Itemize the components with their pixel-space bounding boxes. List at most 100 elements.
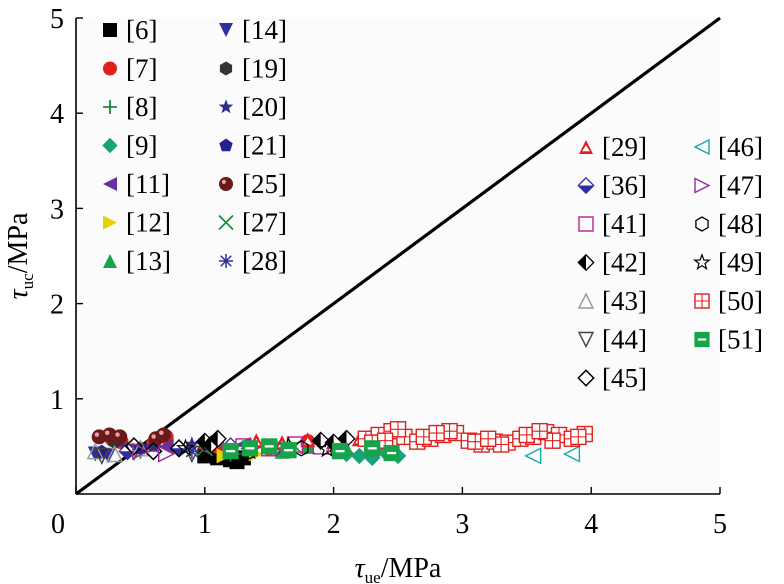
legend-label: [48] [718,209,763,239]
legend-marker [579,140,593,154]
legend-marker [103,215,117,230]
data-point [531,422,548,440]
series-46 [524,445,581,465]
y-tick-label: 5 [50,4,64,35]
legend-entry: [12] [103,208,171,238]
data-point [131,439,150,457]
legend-marker [103,254,117,268]
data-point [383,444,400,462]
legend-label: [9] [126,131,157,161]
legend-entry: [47] [694,171,763,201]
legend-marker [219,138,233,152]
legend-entry: [48] [695,209,763,239]
legend-label: [46] [718,132,763,162]
legend-entry: [7] [103,54,157,84]
x-tick-label: 5 [713,509,727,540]
x-tick-label: 3 [455,509,469,540]
x-tick-label: 0 [51,509,65,540]
y-axis-unit: /MPa [3,212,34,273]
legend-label: [50] [718,286,763,316]
legend-entry: [50] [694,286,763,316]
data-points [86,421,593,470]
data-point [105,444,124,463]
data-point [169,439,189,458]
y-tick-label: 1 [50,385,64,416]
legend-entry: [28] [219,246,287,276]
y-axis-subscript: uc [18,273,37,290]
x-axis-unit: /MPa [381,553,442,584]
legend-marker [103,177,117,191]
series-50 [357,421,593,453]
legend-entry: [36] [577,171,647,201]
x-axis-symbol: τ [355,553,366,584]
legend-entry: [27] [218,208,287,238]
legend-label: [11] [126,169,170,199]
legend-label: [7] [126,54,157,84]
reference-line [75,16,721,496]
y-tick-label: 3 [50,194,64,225]
data-point [364,440,381,457]
legend-marker [103,100,117,114]
legend-entry: [45] [577,363,647,393]
series-42 [195,429,356,454]
legend-entry: [8] [103,92,157,122]
legend-label: [8] [126,92,157,122]
legend-entry: [25] [219,169,287,199]
legend-label: [36] [602,171,647,201]
x-tick-label: 2 [327,509,341,540]
legend-entry: [21] [219,131,287,161]
legend-entry: [41] [578,209,647,239]
legend-label: [25] [242,169,287,199]
data-point [175,438,196,457]
x-axis-title: τue/MPa [355,553,442,584]
legend-label: [45] [602,363,647,393]
legend-marker [219,61,233,76]
data-point [132,442,150,460]
legend-entry: [19] [219,54,287,84]
legend-entry: [49] [693,248,763,278]
legend-label: [29] [602,132,647,162]
reference-line-group [75,16,721,496]
legend: [6] [7] [8] [9] [11] [12] [13] [14] [19] [20] [21]… [102,15,763,393]
legend-marker [219,23,233,37]
legend-label: [13] [126,246,171,276]
data-point [261,438,278,455]
series-51 [222,438,400,462]
legend-label: [44] [602,325,647,355]
data-point [280,442,297,459]
legend-entry: [42] [577,248,647,278]
legend-marker [577,176,595,195]
data-point [351,447,368,465]
data-point [222,443,239,460]
data-point [570,428,587,446]
series-25 [91,427,172,447]
data-point [562,445,581,463]
legend-marker [695,216,709,232]
data-point [524,447,542,465]
data-point [158,438,174,454]
data-point [389,421,407,438]
legend-marker [103,23,117,37]
series-43 [86,439,150,463]
legend-marker [103,61,117,76]
legend-marker [694,293,710,309]
legend-marker [102,137,118,154]
data-point [208,429,227,448]
legend-label: [49] [718,248,763,278]
x-tick-label: 4 [584,509,598,540]
legend-marker [693,253,711,271]
legend-marker [578,216,594,232]
legend-label: [43] [602,286,647,316]
legend-entry: [20] [218,92,287,122]
legend-entry: [43] [577,286,647,316]
legend-label: [21] [242,131,287,161]
axes: 0 1 2 3 4 5 1 2 3 4 5 [50,4,727,540]
legend-marker [219,177,233,191]
legend-label: [12] [126,208,171,238]
legend-entry: [51] [694,325,763,355]
legend-marker [693,138,710,156]
data-point [157,445,176,463]
legend-entry: [14] [219,15,287,45]
data-point [86,442,104,460]
